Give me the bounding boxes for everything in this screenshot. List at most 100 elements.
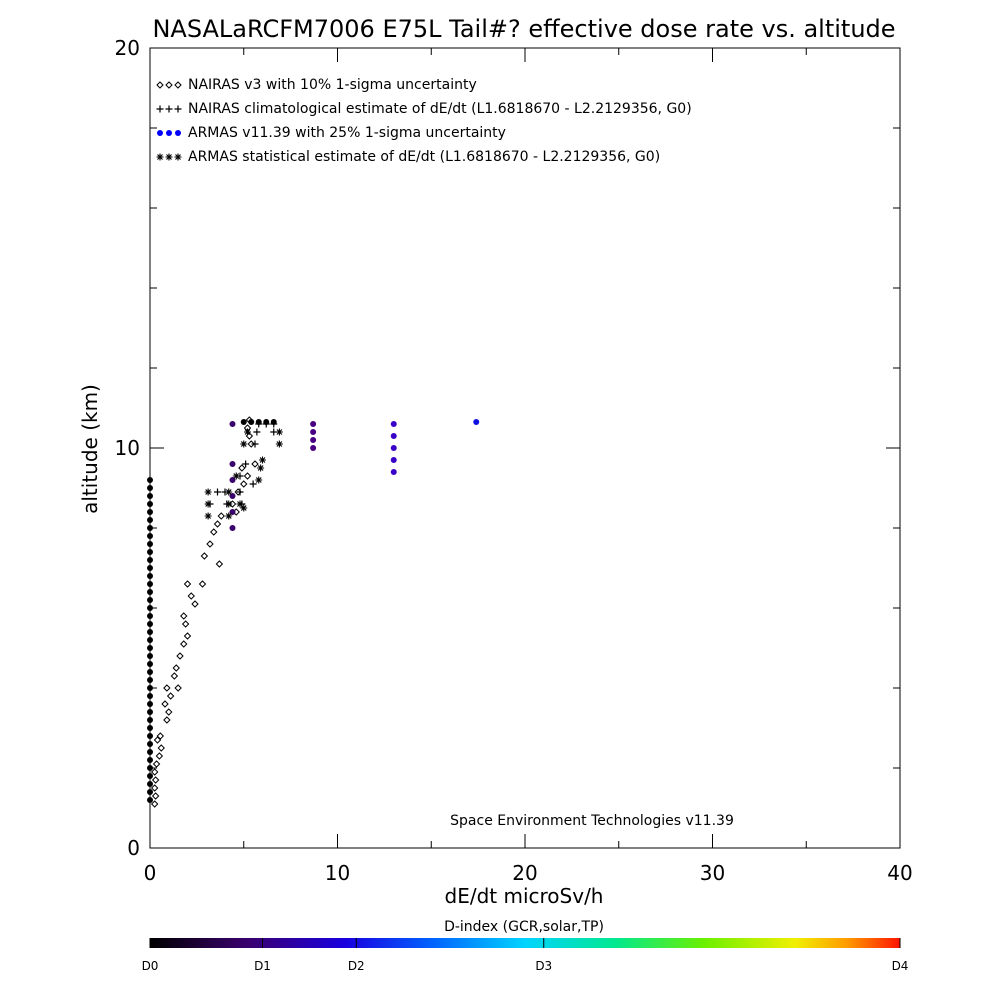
data-point — [248, 419, 255, 425]
data-point — [147, 597, 153, 603]
y-minor-ticks — [150, 47, 900, 849]
data-point — [147, 693, 153, 699]
data-point — [390, 469, 397, 475]
data-point — [181, 620, 190, 628]
legend-marker — [156, 153, 164, 161]
data-point — [255, 476, 263, 484]
data-point — [275, 440, 283, 448]
y-tick-labels: 0 10 20 — [115, 36, 140, 860]
data-point — [147, 613, 153, 619]
series-dot — [147, 419, 480, 803]
data-point — [270, 419, 277, 425]
data-point — [210, 528, 218, 536]
data-point — [147, 533, 153, 539]
data-point — [151, 776, 160, 784]
colorbar-ticks: D0 D1 D2 D3 D4 — [142, 938, 909, 973]
data-point — [229, 525, 236, 531]
data-point — [390, 433, 397, 439]
data-point — [147, 661, 153, 667]
data-point — [147, 485, 153, 491]
data-point — [166, 692, 175, 700]
data-point — [152, 760, 161, 768]
data-point — [263, 419, 270, 425]
legend-symbol-armas-v11 — [157, 130, 181, 136]
data-point — [147, 493, 153, 499]
data-layer — [147, 416, 480, 808]
data-point — [151, 792, 160, 800]
data-point — [150, 784, 159, 792]
data-point — [310, 421, 317, 427]
y-axis-label: altitude (km) — [78, 384, 102, 514]
data-point — [147, 677, 153, 683]
data-point — [147, 709, 153, 715]
legend-marker — [174, 153, 182, 161]
x-tick-label: 0 — [144, 861, 157, 885]
y-tick-label: 0 — [127, 836, 140, 860]
data-point — [390, 445, 397, 451]
data-point — [191, 600, 199, 608]
y-tick-label: 20 — [115, 36, 140, 60]
y-tick-label: 10 — [115, 436, 140, 460]
data-point — [217, 512, 225, 520]
data-point — [147, 573, 153, 579]
legend-marker — [166, 130, 172, 136]
legend: NAIRAS v3 with 10% 1-sigma uncertainty N… — [156, 77, 692, 165]
data-point — [147, 757, 153, 763]
x-tick-label: 10 — [325, 861, 350, 885]
data-point — [147, 781, 153, 787]
data-point — [236, 488, 244, 496]
data-point — [165, 708, 173, 716]
colorbar — [150, 938, 900, 948]
data-point — [229, 421, 236, 427]
legend-label-nairas-climatological: NAIRAS climatological estimate of dE/dt … — [188, 101, 692, 117]
legend-marker — [174, 105, 182, 113]
data-point — [147, 621, 153, 627]
legend-symbol-nairas-climatological — [156, 105, 182, 113]
data-point — [310, 445, 317, 451]
legend-marker — [165, 153, 173, 161]
data-point — [147, 685, 153, 691]
data-point — [147, 701, 153, 707]
data-point — [150, 768, 159, 776]
data-point — [232, 472, 240, 480]
data-point — [215, 560, 224, 568]
x-tick-labels: 0 10 20 30 40 — [144, 861, 913, 885]
legend-symbol-nairas-v3 — [156, 81, 182, 89]
data-point — [147, 765, 153, 771]
legend-marker — [175, 130, 181, 136]
data-point — [473, 419, 480, 425]
data-point — [204, 488, 212, 496]
data-point — [310, 437, 317, 443]
colorbar-tick-label: D0 — [142, 959, 159, 973]
data-point — [147, 789, 153, 795]
data-point — [255, 419, 262, 425]
legend-marker — [156, 81, 164, 89]
data-point — [147, 733, 153, 739]
data-point — [147, 517, 153, 523]
data-point — [238, 464, 246, 472]
data-point — [147, 525, 153, 531]
series-asterisk — [204, 428, 283, 520]
data-point — [147, 797, 153, 803]
data-point — [244, 428, 251, 436]
data-point — [236, 500, 244, 508]
data-point — [147, 629, 153, 635]
x-tick-label: 30 — [700, 861, 725, 885]
legend-marker — [165, 105, 173, 113]
legend-marker — [156, 105, 164, 113]
chart-annotation: Space Environment Technologies v11.39 — [450, 813, 734, 829]
data-point — [147, 557, 153, 563]
colorbar-tick-label: D4 — [892, 959, 909, 973]
x-tick-label: 20 — [512, 861, 537, 885]
data-point — [310, 429, 317, 435]
data-point — [206, 540, 214, 548]
data-point — [147, 645, 153, 651]
data-point — [157, 744, 165, 752]
data-point — [150, 800, 159, 808]
legend-label-nairas-v3: NAIRAS v3 with 10% 1-sigma uncertainty — [188, 77, 477, 93]
data-point — [147, 725, 153, 731]
data-point — [153, 736, 162, 744]
data-point — [253, 428, 261, 436]
colorbar-tick-label: D2 — [348, 959, 365, 973]
colorbar-tick-label: D3 — [535, 959, 552, 973]
